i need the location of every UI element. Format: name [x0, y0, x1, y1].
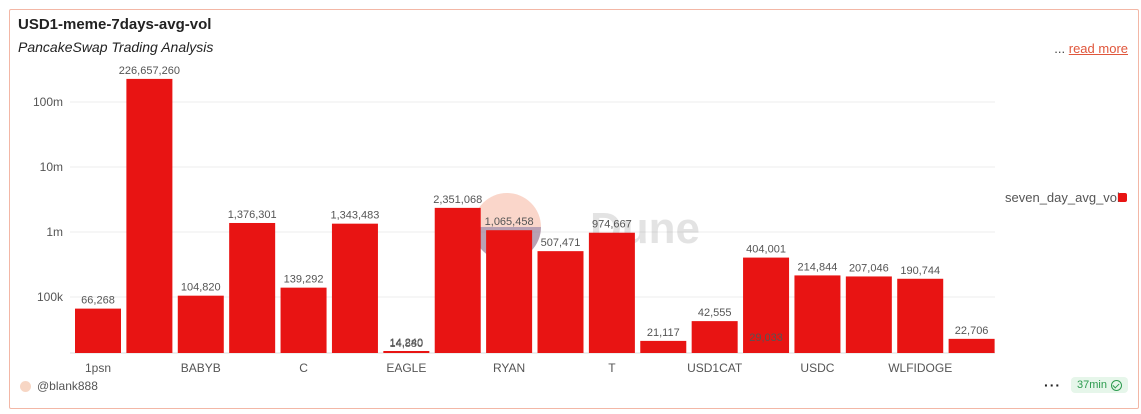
check-icon: [1111, 379, 1122, 391]
author-name: @blank888: [37, 379, 98, 393]
author[interactable]: @blank888: [20, 379, 98, 393]
footer-actions: ··· 37min: [1044, 377, 1128, 393]
legend-label: seven_day_avg_vol: [1005, 190, 1120, 205]
refresh-time: 37min: [1077, 379, 1107, 391]
chart-title: USD1-meme-7days-avg-vol: [18, 16, 212, 33]
avatar: [20, 380, 31, 392]
read-more-link[interactable]: read more: [1068, 41, 1128, 56]
legend-swatch: [1118, 193, 1127, 202]
more-options-icon[interactable]: ···: [1044, 377, 1062, 393]
read-more-ellipsis: ...: [1054, 41, 1066, 56]
chart-subtitle: PancakeSwap Trading Analysis: [18, 39, 214, 55]
legend[interactable]: seven_day_avg_vol: [1005, 190, 1133, 206]
chart-card: [9, 9, 1139, 409]
refresh-status-badge[interactable]: 37min: [1071, 377, 1128, 393]
read-more: ... read more: [1054, 41, 1128, 56]
